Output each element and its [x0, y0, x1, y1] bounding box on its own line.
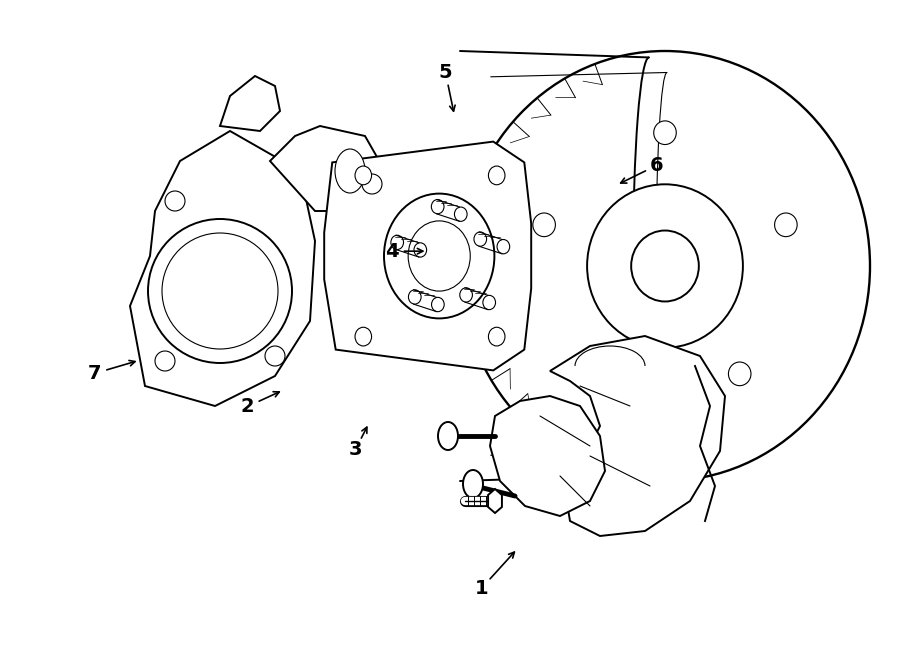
- Ellipse shape: [155, 351, 175, 371]
- Ellipse shape: [460, 51, 870, 481]
- Text: 6: 6: [650, 156, 664, 175]
- Ellipse shape: [148, 219, 292, 363]
- Ellipse shape: [355, 327, 372, 346]
- Ellipse shape: [162, 233, 278, 349]
- Text: 4: 4: [384, 242, 399, 260]
- Polygon shape: [324, 141, 531, 370]
- Ellipse shape: [489, 166, 505, 185]
- Ellipse shape: [438, 422, 458, 450]
- Text: 2: 2: [240, 397, 255, 416]
- Ellipse shape: [414, 243, 427, 257]
- Polygon shape: [550, 336, 725, 536]
- Ellipse shape: [631, 231, 698, 301]
- Ellipse shape: [483, 295, 496, 309]
- Ellipse shape: [384, 194, 494, 319]
- Ellipse shape: [460, 288, 473, 302]
- Ellipse shape: [265, 346, 285, 366]
- Ellipse shape: [409, 290, 421, 304]
- Text: 5: 5: [438, 63, 453, 82]
- Polygon shape: [490, 396, 605, 516]
- Ellipse shape: [489, 327, 505, 346]
- Text: 1: 1: [474, 579, 489, 598]
- Polygon shape: [220, 76, 280, 131]
- Ellipse shape: [355, 166, 372, 185]
- Ellipse shape: [533, 213, 555, 237]
- Ellipse shape: [728, 362, 751, 385]
- Ellipse shape: [463, 470, 483, 498]
- Text: 7: 7: [88, 364, 101, 383]
- Ellipse shape: [335, 149, 365, 193]
- Ellipse shape: [391, 235, 403, 250]
- Ellipse shape: [474, 232, 487, 247]
- Ellipse shape: [431, 297, 445, 312]
- Ellipse shape: [587, 184, 742, 348]
- Ellipse shape: [497, 239, 509, 254]
- Ellipse shape: [454, 207, 467, 221]
- Ellipse shape: [775, 213, 797, 237]
- Text: 3: 3: [349, 440, 362, 459]
- Ellipse shape: [362, 174, 382, 194]
- Polygon shape: [488, 489, 502, 513]
- Polygon shape: [130, 131, 315, 406]
- Ellipse shape: [579, 362, 601, 385]
- Ellipse shape: [165, 191, 185, 211]
- Ellipse shape: [653, 121, 676, 145]
- Polygon shape: [270, 126, 385, 211]
- Ellipse shape: [408, 221, 470, 291]
- Ellipse shape: [431, 200, 444, 214]
